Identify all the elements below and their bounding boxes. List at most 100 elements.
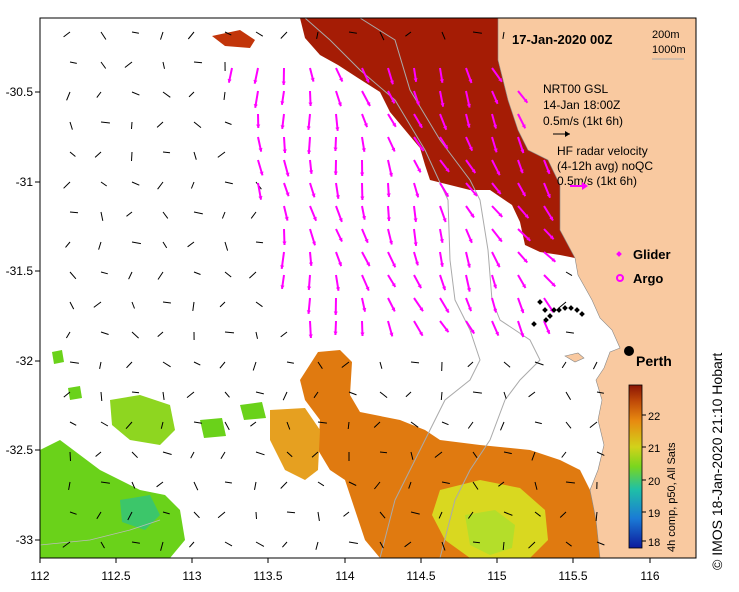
radar-arrow-head [551,282,556,287]
model-arrow [565,271,573,277]
model-arrow [441,421,449,426]
radar-arrow-head [335,287,340,291]
radar-arrow-head [440,102,445,107]
colorbar-tick-22: 22 [648,411,660,423]
radar-arrow-head [523,98,528,103]
model-arrow [441,481,450,484]
model-arrow [286,511,296,514]
x-tick-115-5: 115.5 [558,569,587,583]
model-arrow [96,91,102,98]
model-arrow [503,451,512,455]
model-arrow [565,541,572,547]
radar-arrow-head [361,148,366,152]
model-arrow [317,511,320,521]
model-arrow [125,421,133,430]
radar-arrow-head [333,331,338,335]
sst-warm-patch-north-edge [212,30,255,48]
model-arrow [224,241,229,251]
model-arrow [472,391,482,394]
model-arrow [224,541,233,547]
x-tick-116: 116 [640,569,659,583]
model-arrow [193,61,203,64]
radar-arrow-head [335,195,340,199]
radar-arrow-head [466,263,471,268]
y-tick-30-5: -30.5 [6,85,34,99]
model-arrow [528,391,536,398]
radar-arrow-head [468,146,473,151]
radar-arrow-head [442,286,446,291]
model-arrow [66,91,71,101]
radar-arrow-head [546,170,551,174]
model-arrow [280,331,288,338]
model-arrow [341,361,350,368]
model-arrow [441,541,446,551]
model-arrow [317,361,323,369]
radar-arrow-head [337,102,342,107]
model-arrow [467,511,474,519]
model-arrow [565,391,572,401]
model-arrow [249,271,257,279]
radar-arrow-head [389,172,393,177]
model-arrow [595,511,598,522]
model-arrow [255,31,264,37]
model-arrow [255,301,263,308]
model-arrow [405,391,412,398]
model-arrow [187,241,195,248]
hf-legend-line2: (4-12h avg) noQC [557,159,653,173]
model-arrow [223,91,226,100]
model-arrow [315,541,319,550]
model-arrow [126,211,133,217]
model-arrow [379,541,384,549]
model-arrow [131,181,140,186]
model-arrow [160,31,164,40]
radar-arrow-head [392,122,396,127]
model-arrow [69,301,75,310]
radar-arrow-head [444,192,449,197]
model-arrow [472,31,482,34]
hf-radar-velocity-arrows [227,67,557,339]
model-arrow [531,451,536,461]
radar-arrow-head [498,213,503,217]
model-arrow [592,361,598,370]
model-arrow [93,301,102,308]
model-arrow [160,541,164,551]
radar-arrow-head [419,147,424,152]
radar-arrow-head [280,265,285,269]
model-arrow [100,61,107,69]
radar-arrow-head [419,307,423,312]
model-arrow [596,541,605,546]
model-arrow [157,181,164,190]
radar-arrow-head [522,284,526,288]
radar-arrow-head [391,307,396,312]
radar-arrow-head [496,263,500,268]
model-arrow [219,301,226,308]
x-tick-115: 115 [487,569,506,583]
model-arrow [193,121,202,128]
radar-arrow-head [419,331,423,336]
model-arrow [131,541,140,544]
radar-arrow-head [392,263,396,268]
model-arrow [250,211,257,219]
nrt-legend-arrow [553,131,570,137]
model-arrow [565,421,572,429]
x-tick-114: 114 [335,569,354,583]
colorbar-label: 4h comp, p50, All Sats [666,442,678,552]
radar-arrow-head [551,258,556,262]
model-arrow [255,451,265,456]
model-arrow [100,121,110,124]
radar-arrow-head [467,307,472,312]
sst-teal-patch [120,495,160,530]
radar-arrow-head [471,169,476,173]
model-arrow [379,391,388,398]
model-arrow [63,181,71,189]
model-arrow [589,421,598,428]
model-arrow [100,331,109,335]
model-arrow [157,271,164,280]
radar-arrow-head [413,242,418,246]
hf-legend-line1: HF radar velocity [557,144,648,158]
contour-200m [359,18,541,558]
model-arrow [534,481,538,490]
radar-arrow-head [442,218,447,222]
model-arrow [100,271,108,275]
model-arrow [561,451,567,458]
